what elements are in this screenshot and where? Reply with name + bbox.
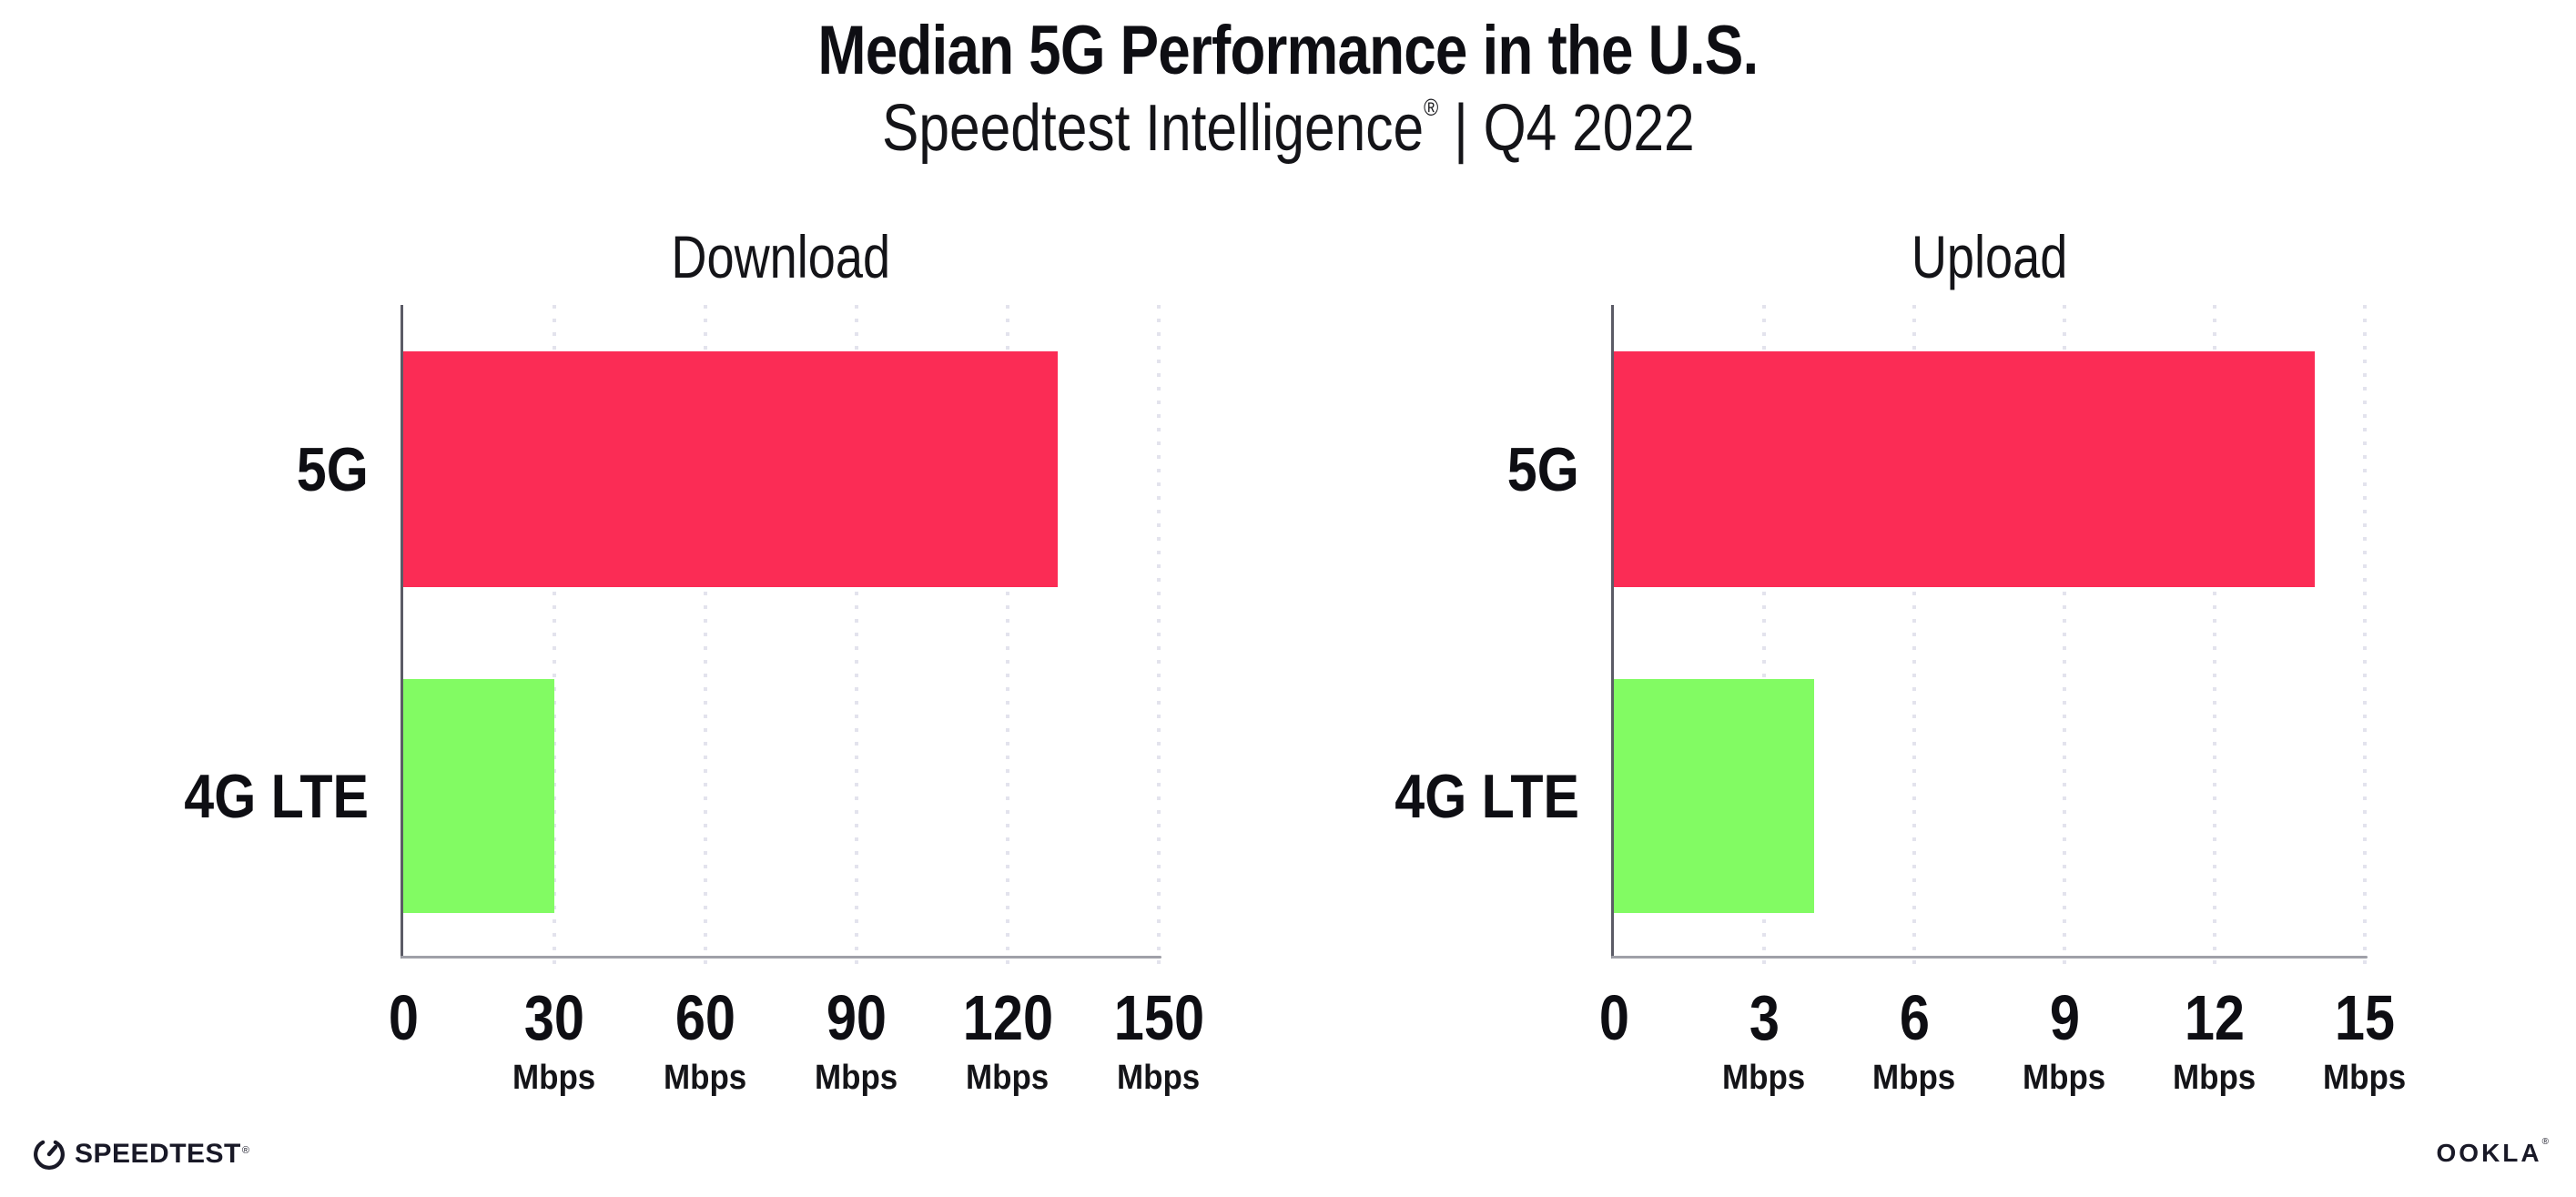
x-tick-unit-text: Mbps	[2023, 1059, 2106, 1097]
bar-5g	[403, 351, 1059, 587]
x-tick-text: 6	[1899, 982, 1930, 1053]
x-tick-unit-3: Mbps	[1655, 1060, 1873, 1095]
gridline-120	[1006, 305, 1009, 971]
speedtest-gauge-icon	[34, 1140, 65, 1170]
x-axis-line	[1611, 956, 2368, 959]
gridline-3	[1762, 305, 1766, 971]
x-tick-unit-6: Mbps	[1805, 1060, 2023, 1095]
x-tick-label-6: 6	[1805, 986, 2023, 1050]
x-tick-label-120: 120	[898, 986, 1117, 1050]
bar-5g	[1614, 351, 2315, 587]
page-subtitle: Speedtest Intelligence® | Q4 2022	[0, 92, 2576, 165]
y-label-text: 5G	[297, 434, 369, 504]
x-tick-unit-text: Mbps	[2173, 1059, 2257, 1097]
page-subtitle-text: Speedtest Intelligence® | Q4 2022	[881, 92, 1695, 165]
x-tick-text: 120	[962, 982, 1053, 1053]
x-tick-unit-15: Mbps	[2256, 1060, 2474, 1095]
x-axis-line	[401, 956, 1161, 959]
x-tick-unit-text: Mbps	[815, 1059, 898, 1097]
subtitle-product: Speedtest Intelligence	[881, 92, 1424, 165]
page-title-text: Median 5G Performance in the U.S.	[817, 12, 1759, 89]
bar-4g-lte	[1614, 679, 1814, 913]
y-label-4g-lte: 4G LTE	[72, 766, 369, 827]
x-tick-text: 0	[1598, 982, 1629, 1053]
gridline-9	[2063, 305, 2066, 971]
gridline-150	[1157, 305, 1161, 971]
x-tick-text: 150	[1113, 982, 1204, 1053]
x-tick-unit-150: Mbps	[1050, 1060, 1268, 1095]
x-tick-unit-text: Mbps	[512, 1059, 596, 1097]
y-label-5g: 5G	[72, 439, 369, 501]
y-label-text: 5G	[1507, 434, 1579, 504]
speedtest-registered-icon: ®	[241, 1145, 249, 1156]
x-tick-unit-text: Mbps	[1117, 1059, 1201, 1097]
download-chart-title-text: Download	[671, 223, 891, 290]
gridline-90	[855, 305, 858, 971]
x-tick-label-12: 12	[2105, 986, 2324, 1050]
subtitle-period: | Q4 2022	[1437, 92, 1695, 165]
x-tick-unit-text: Mbps	[1722, 1059, 1806, 1097]
x-tick-text: 9	[2049, 982, 2080, 1053]
gridline-60	[704, 305, 707, 971]
ookla-registered-icon: ®	[2541, 1137, 2549, 1147]
x-tick-unit-text: Mbps	[1872, 1059, 1956, 1097]
x-tick-label-90: 90	[747, 986, 966, 1050]
x-tick-text: 60	[674, 982, 736, 1053]
x-tick-unit-text: Mbps	[2323, 1059, 2407, 1097]
ookla-logo: OOKLA®	[2436, 1137, 2549, 1167]
x-tick-label-60: 60	[596, 986, 815, 1050]
upload-chart-title: Upload	[1614, 227, 2365, 287]
bar-4g-lte	[403, 679, 554, 913]
y-axis-line	[1611, 305, 1614, 959]
x-tick-label-15: 15	[2256, 986, 2474, 1050]
x-tick-unit-12: Mbps	[2105, 1060, 2324, 1095]
registered-trademark-icon: ®	[1423, 94, 1438, 121]
x-tick-label-3: 3	[1655, 986, 1873, 1050]
upload-chart: Upload 5G 4G LTE 0 3 Mbps 6 Mbps 9 Mbps 12 Mbps 15 M…	[1394, 227, 2407, 1095]
gridline-30	[553, 305, 556, 971]
x-tick-text: 90	[826, 982, 887, 1053]
x-tick-label-30: 30	[445, 986, 664, 1050]
y-label-5g: 5G	[1283, 439, 1579, 501]
download-plot-area: 5G 4G LTE 0 30 Mbps 60 Mbps 90 Mbps 120 Mbps 150 Mbp…	[184, 305, 1204, 1095]
x-tick-unit-text: Mbps	[664, 1059, 747, 1097]
speedtest-wordmark: SPEEDTEST	[75, 1139, 241, 1169]
x-tick-unit-90: Mbps	[747, 1060, 966, 1095]
download-chart-title: Download	[403, 227, 1159, 287]
page-title: Median 5G Performance in the U.S.	[0, 15, 2576, 87]
x-tick-unit-9: Mbps	[1955, 1060, 2174, 1095]
download-chart: Download 5G 4G LTE 0 30 Mbps 60 Mbps 90 Mbps 120 M…	[184, 227, 1204, 1095]
x-tick-text: 3	[1749, 982, 1780, 1053]
gridline-15	[2363, 305, 2367, 971]
upload-chart-title-text: Upload	[1911, 223, 2068, 290]
x-tick-unit-60: Mbps	[596, 1060, 815, 1095]
x-tick-unit-30: Mbps	[445, 1060, 664, 1095]
x-tick-text: 0	[388, 982, 419, 1053]
y-label-text: 4G LTE	[1394, 761, 1579, 831]
y-axis-line	[401, 305, 403, 959]
x-tick-label-9: 9	[1955, 986, 2174, 1050]
x-tick-text: 15	[2334, 982, 2396, 1053]
x-tick-label-150: 150	[1050, 986, 1268, 1050]
y-label-text: 4G LTE	[184, 761, 369, 831]
x-tick-text: 12	[2184, 982, 2246, 1053]
x-tick-unit-120: Mbps	[898, 1060, 1117, 1095]
x-tick-unit-text: Mbps	[966, 1059, 1050, 1097]
x-tick-text: 30	[523, 982, 585, 1053]
x-tick-label-0: 0	[294, 986, 512, 1050]
x-tick-label-0: 0	[1505, 986, 1723, 1050]
gridline-12	[2213, 305, 2216, 971]
upload-plot-area: 5G 4G LTE 0 3 Mbps 6 Mbps 9 Mbps 12 Mbps 15 Mbps	[1394, 305, 2407, 1095]
y-label-4g-lte: 4G LTE	[1283, 766, 1579, 827]
speedtest-logo: SPEEDTEST ®	[33, 1136, 249, 1172]
ookla-wordmark: OOKLA	[2436, 1139, 2542, 1167]
gridline-6	[1912, 305, 1916, 971]
